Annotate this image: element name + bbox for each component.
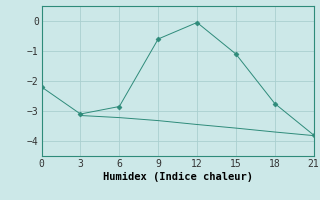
X-axis label: Humidex (Indice chaleur): Humidex (Indice chaleur) [103,172,252,182]
